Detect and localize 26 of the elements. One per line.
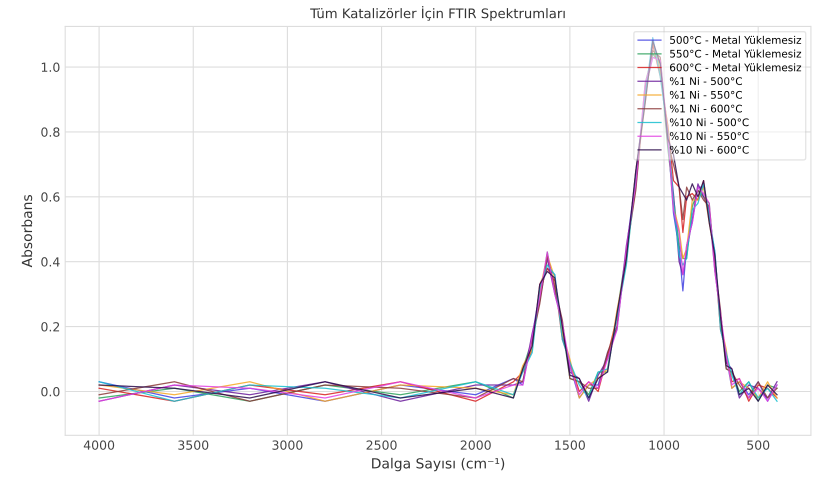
x-tick-label: 500: [747, 440, 770, 450]
legend-label: %1 Ni - 500°C: [670, 77, 742, 86]
x-tick-label: 3500: [178, 440, 208, 450]
legend-label: 600°C - Metal Yüklemesiz: [670, 63, 802, 72]
x-tick-label: 4000: [84, 440, 114, 450]
legend-label: %10 Ni - 550°C: [670, 132, 749, 140]
legend-label: %10 Ni - 500°C: [670, 118, 749, 126]
x-axis-title: Dalga Sayısı (cm⁻¹): [372, 458, 504, 472]
y-tick-label: 0.6: [41, 192, 60, 202]
x-tick-label: 2500: [366, 440, 397, 450]
chart-title: Tüm Katalizörler İçin FTIR Spektrumları: [310, 6, 565, 21]
y-tick-label: 0.4: [41, 257, 60, 267]
x-tick-label: 1000: [650, 440, 680, 450]
y-axis-title: Absorbans: [21, 194, 32, 268]
legend-label: 550°C - Metal Yüklemesiz: [670, 50, 802, 58]
legend-label: %1 Ni - 600°C: [670, 104, 742, 113]
legend-label: %10 Ni - 600°C: [670, 146, 749, 154]
y-tick-label: 1.0: [42, 62, 60, 72]
legend-label: 500°C - Metal Yüklemesiz: [670, 36, 802, 44]
y-tick-label: 0.8: [41, 127, 60, 137]
x-tick-label: 3000: [272, 440, 302, 450]
legend-label: %1 Ni - 550°C: [670, 90, 742, 99]
y-tick-label: 0.2: [41, 322, 60, 332]
x-tick-label: 1500: [555, 440, 585, 450]
x-tick-label: 2000: [460, 440, 491, 450]
y-tick-label: 0.0: [41, 386, 60, 396]
